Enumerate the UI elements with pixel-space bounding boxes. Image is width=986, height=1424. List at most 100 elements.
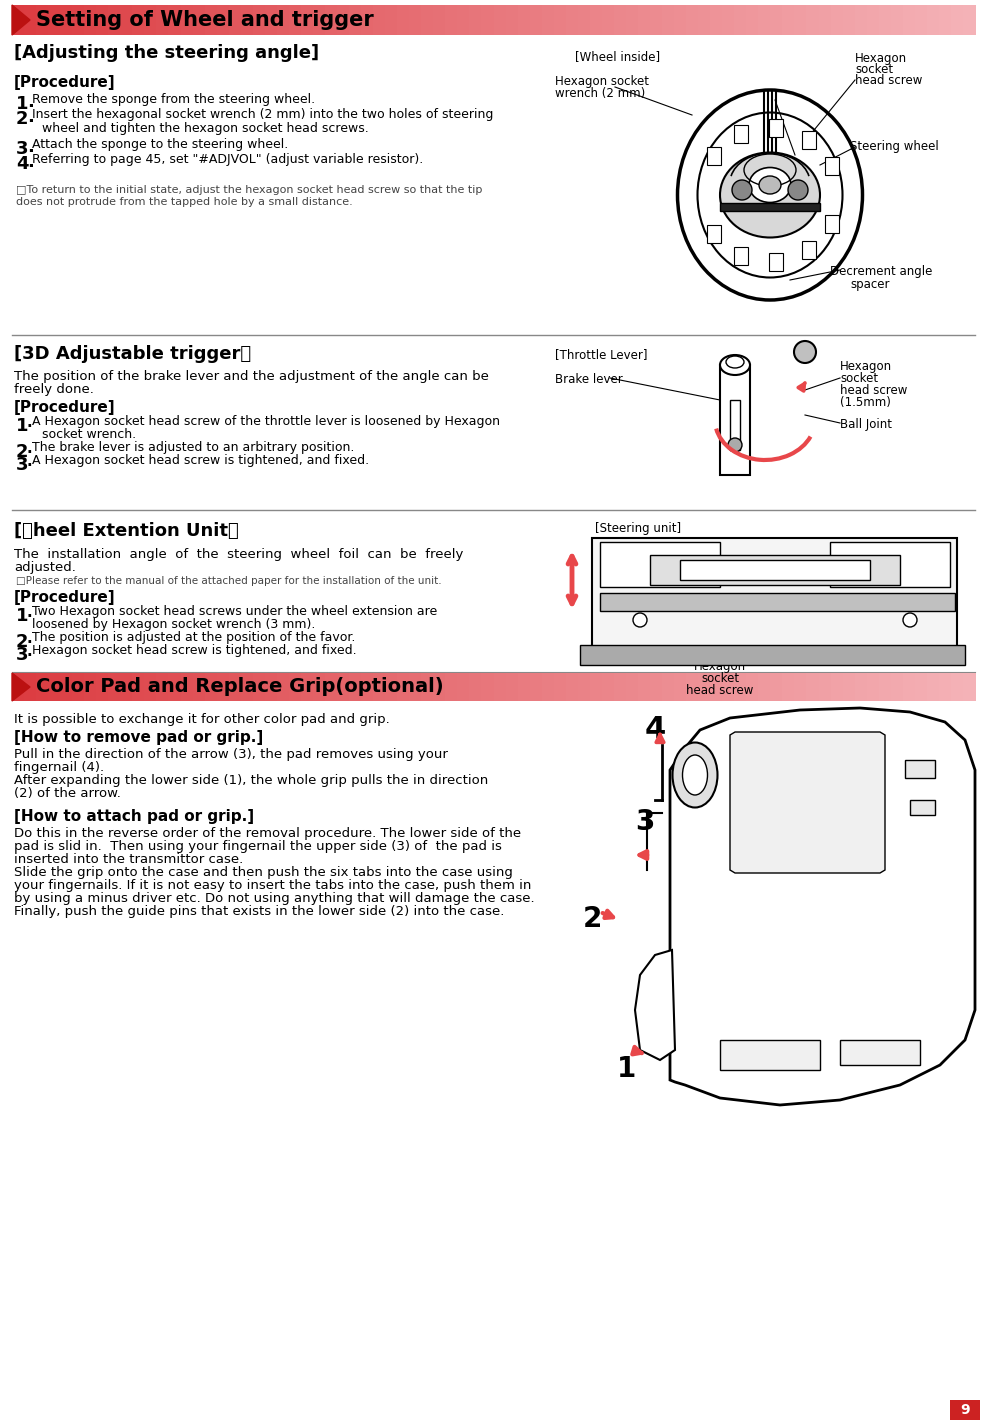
Bar [529,674,542,701]
Text: loosened by Hexagon socket wrench (3 mm).: loosened by Hexagon socket wrench (3 mm)… [32,618,316,631]
Bar [938,6,951,36]
Bar [745,674,758,701]
Ellipse shape [726,356,743,367]
Bar [904,760,934,778]
Bar [324,674,337,701]
Bar [734,6,746,36]
Text: The position is adjusted at the position of the favor.: The position is adjusted at the position… [32,631,355,644]
Bar [120,674,133,701]
Bar [36,674,49,701]
Text: by using a minus driver etc. Do not using anything that will damage the case.: by using a minus driver etc. Do not usin… [14,891,534,906]
Bar [24,6,37,36]
Bar [878,674,890,701]
Bar [97,674,109,701]
Text: does not protrude from the tapped hole by a small distance.: does not protrude from the tapped hole b… [16,197,352,206]
Bar [396,674,410,701]
Bar [361,674,374,701]
Bar [529,6,542,36]
Ellipse shape [719,355,749,375]
Bar [650,6,663,36]
Text: [Ｗheel Extention Unit＿: [Ｗheel Extention Unit＿ [14,523,239,540]
Polygon shape [12,6,30,36]
Bar [553,6,566,36]
Bar [802,131,815,148]
Polygon shape [669,708,974,1105]
Bar [132,6,145,36]
Bar [433,6,446,36]
Bar [710,6,723,36]
Bar [637,674,651,701]
Text: [How to remove pad or grip.]: [How to remove pad or grip.] [14,731,263,745]
Text: Ball Joint: Ball Joint [839,419,891,431]
Text: head screw: head screw [854,74,922,87]
Text: Decrement angle: Decrement angle [829,265,932,278]
Bar [889,674,903,701]
Text: socket: socket [700,672,739,685]
Bar [12,6,25,36]
Bar [768,253,782,271]
Bar [301,674,314,701]
Text: .: . [27,454,33,468]
Bar [914,674,927,701]
Text: (2) of the arrow.: (2) of the arrow. [14,787,120,800]
Ellipse shape [758,177,780,194]
Bar [650,555,899,585]
Text: head screw: head screw [839,384,906,397]
Bar [313,674,325,701]
Bar [878,6,890,36]
Bar [745,6,758,36]
Text: Grip: Grip [699,956,771,984]
Bar [457,674,470,701]
Text: .: . [27,631,33,646]
Circle shape [632,612,647,627]
Bar [229,674,242,701]
Bar [592,538,956,648]
Bar [385,674,397,701]
Text: adjusted.: adjusted. [14,561,76,574]
Bar [950,1400,979,1420]
Text: .: . [27,138,34,157]
Bar [757,6,771,36]
Bar [577,6,591,36]
Bar [613,674,626,701]
Text: Pull in the direction of the arrow (3), the pad removes using your: Pull in the direction of the arrow (3), … [14,748,448,760]
Bar [84,674,98,701]
Bar [962,6,975,36]
Bar [577,674,591,701]
Bar [722,674,735,701]
Bar [157,674,170,701]
Bar [517,6,530,36]
Bar [204,674,218,701]
Text: □To return to the initial state, adjust the hexagon socket head screw so that th: □To return to the initial state, adjust … [16,185,482,195]
Bar [817,674,831,701]
Text: 3: 3 [16,646,29,664]
Bar [817,6,831,36]
Text: 3: 3 [16,140,29,158]
Bar [719,204,819,211]
Bar [662,674,674,701]
Text: 3: 3 [16,456,29,474]
Bar [909,800,934,815]
Bar [673,674,686,701]
Bar [60,6,73,36]
Text: .: . [27,644,33,659]
Bar [349,6,362,36]
Bar [707,147,721,165]
Polygon shape [730,732,884,873]
Bar [204,6,218,36]
Text: 2: 2 [16,634,29,651]
Circle shape [728,439,741,451]
Bar [806,6,818,36]
Bar [493,674,506,701]
Bar [324,6,337,36]
Bar [613,6,626,36]
Bar [757,674,771,701]
Text: Hexagon socket head screw is tightened, and fixed.: Hexagon socket head screw is tightened, … [32,644,356,656]
Bar [719,365,749,476]
Bar [685,674,698,701]
Bar [719,1040,819,1069]
Bar [650,674,663,701]
Bar [842,6,855,36]
Bar [802,241,815,259]
Text: Brake lever: Brake lever [554,373,622,386]
